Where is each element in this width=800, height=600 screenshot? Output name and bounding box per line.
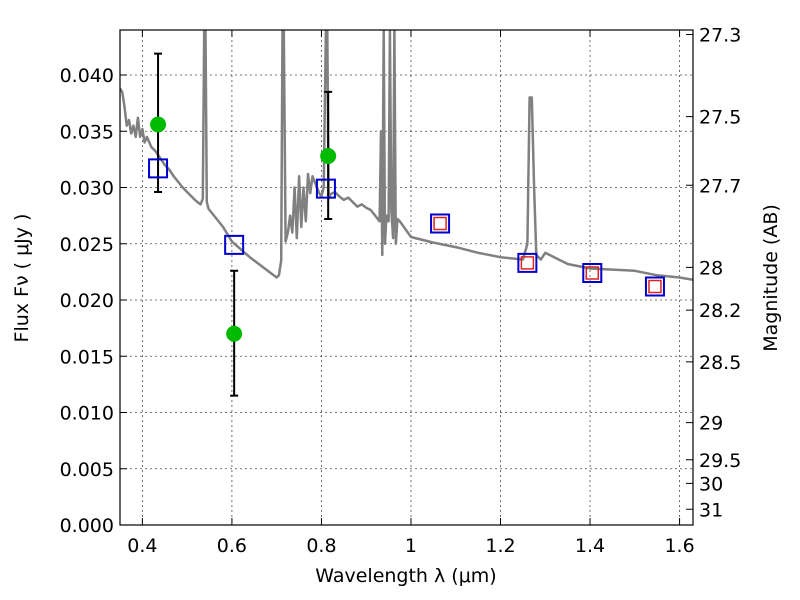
model-square — [644, 276, 665, 297]
observed-point — [226, 325, 243, 342]
model-square — [582, 263, 603, 283]
x-tick-label: 0.6 — [217, 535, 247, 557]
plot-background — [120, 30, 693, 525]
x-tick-label: 1.2 — [485, 535, 515, 557]
axes-layer: 0.4 0.6 0.8 1 1.2 1.4 1.6 0.000 0.005 0.010 0.015 0… — [60, 25, 742, 558]
right-tick-label: 29.5 — [699, 450, 741, 472]
plot-frame — [119, 29, 694, 526]
x-tick-label: 1.6 — [664, 535, 694, 557]
y-axis-label: Flux Fν ( μJy ) — [11, 214, 33, 343]
y-tick-label: 0.000 — [60, 515, 114, 537]
y-tick-label: 0.025 — [60, 234, 114, 256]
model-square — [148, 158, 169, 179]
right-tick-label: 30 — [699, 473, 723, 495]
red-square — [433, 216, 447, 231]
series-layer — [120, 30, 693, 397]
y-tick-label: 0.005 — [60, 459, 114, 481]
observed-point — [320, 148, 337, 164]
x-tick-label: 1 — [405, 535, 417, 557]
right-tick-label: 31 — [699, 499, 723, 521]
red-square — [585, 266, 600, 280]
right-tick-label: 27.3 — [699, 25, 741, 47]
x-tick-label: 0.4 — [127, 535, 157, 557]
y-tick-label: 0.035 — [60, 121, 114, 143]
y-tick-label: 0.040 — [60, 65, 114, 87]
y-tick-label: 0.030 — [60, 178, 114, 200]
x-tick-label: 0.8 — [306, 535, 336, 557]
right-tick-label: 28.2 — [699, 300, 741, 322]
red-square — [520, 256, 535, 270]
x-axis-label: Wavelength λ (μm) — [315, 565, 496, 587]
right-tick-label: 27.5 — [699, 107, 741, 129]
observed-point — [150, 116, 167, 133]
x-tick-label: 1.4 — [575, 535, 605, 557]
red-square — [648, 279, 662, 294]
sed-line — [120, 30, 693, 282]
right-tick-label: 28.5 — [699, 352, 741, 374]
y-tick-label: 0.015 — [60, 346, 114, 368]
right-axis-label: Magnitude (AB) — [760, 204, 782, 352]
model-square — [224, 234, 245, 255]
right-tick-label: 29 — [699, 413, 723, 435]
y-tick-label: 0.010 — [60, 403, 114, 425]
right-tick-label: 28 — [699, 257, 723, 279]
model-square — [517, 252, 538, 273]
model-square — [315, 178, 336, 199]
y-tick-label: 0.020 — [60, 290, 114, 312]
model-square — [430, 213, 451, 234]
right-tick-label: 27.7 — [699, 175, 741, 197]
